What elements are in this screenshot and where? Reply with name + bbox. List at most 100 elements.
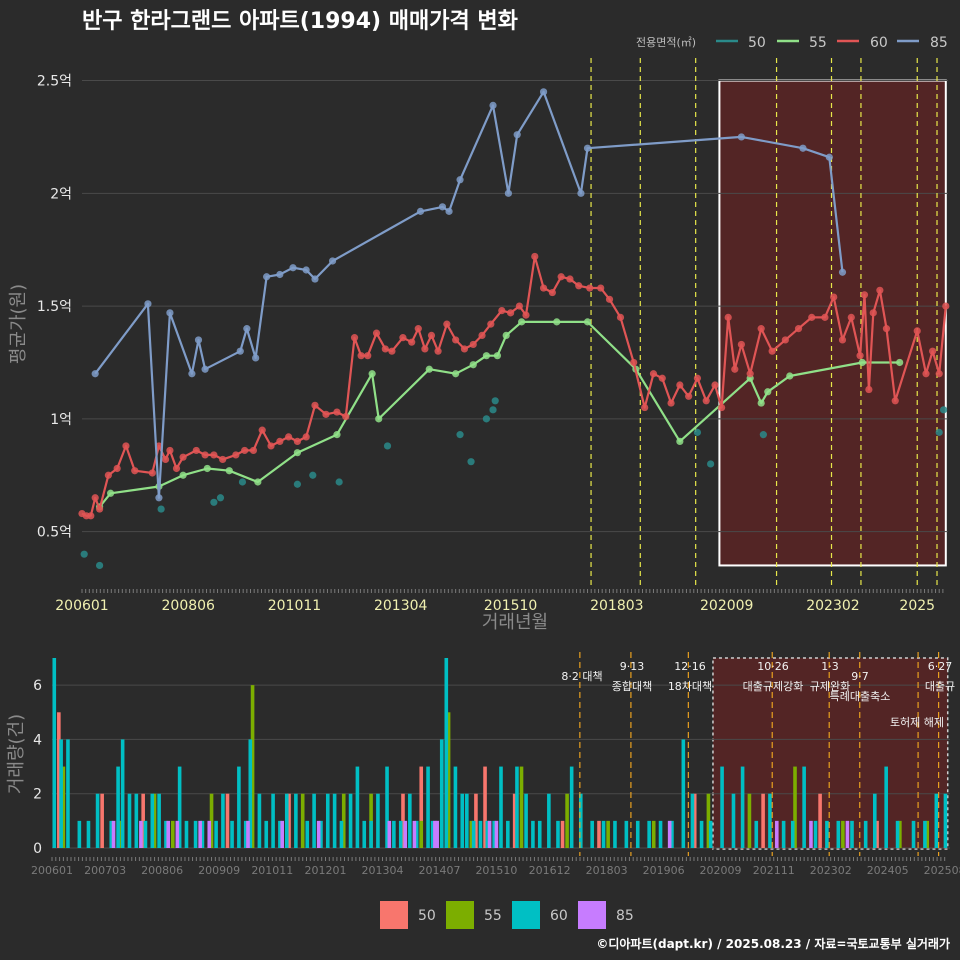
data-point-60 xyxy=(249,446,258,455)
data-point-60 xyxy=(460,345,469,353)
volume-bar-55 xyxy=(118,820,123,848)
data-point-55 xyxy=(858,358,866,367)
data-point-60 xyxy=(676,381,684,389)
data-point-85 xyxy=(513,131,521,139)
data-point-85 xyxy=(188,370,196,378)
volume-bar-55 xyxy=(300,793,305,848)
volume-bar-60 xyxy=(670,820,674,848)
data-point-60 xyxy=(276,437,284,446)
data-point-85 xyxy=(838,268,847,276)
data-point-60 xyxy=(311,401,319,409)
volume-bar-50 xyxy=(100,793,104,848)
volume-bar-60 xyxy=(460,793,465,848)
volume-bar-85 xyxy=(435,820,439,848)
data-point-60 xyxy=(148,469,156,477)
x-tick-label: 201510 xyxy=(484,598,537,614)
data-point-85 xyxy=(825,153,833,161)
volume-bar-60 xyxy=(193,820,198,848)
data-point-60 xyxy=(522,311,530,319)
policy-annotation-label: 대출규제강화 xyxy=(743,680,804,693)
data-point-60 xyxy=(302,433,310,441)
volume-bar-60 xyxy=(248,739,253,848)
data-point-55 xyxy=(375,415,383,423)
y-tick-label: 0.5억 xyxy=(37,525,72,541)
volume-bar-55 xyxy=(250,685,255,848)
data-point-60 xyxy=(408,338,416,346)
volume-bar-50 xyxy=(512,793,517,848)
policy-annotation-label: 종합대책 xyxy=(612,680,652,693)
volume-bar-60 xyxy=(613,820,617,848)
volume-bar-55 xyxy=(446,712,451,848)
volume-x-tick-label: 201906 xyxy=(643,864,685,877)
data-point-60 xyxy=(293,437,302,446)
volume-bar-55 xyxy=(706,793,711,848)
data-point-85 xyxy=(311,275,319,283)
volume-bar-60 xyxy=(465,793,469,848)
data-point-50 xyxy=(491,397,499,405)
data-point-85 xyxy=(302,266,310,274)
volume-x-tick-label: 201201 xyxy=(305,864,347,877)
data-point-60 xyxy=(399,334,407,342)
volume-y-axis-title: 거래량(건) xyxy=(6,714,27,794)
volume-x-tick-label: 201407 xyxy=(418,864,460,877)
volume-bar-60 xyxy=(414,820,419,848)
data-point-85 xyxy=(438,203,447,211)
bar-legend-swatch-85 xyxy=(578,901,606,929)
data-point-85 xyxy=(276,270,284,279)
data-point-85 xyxy=(539,88,548,96)
data-point-60 xyxy=(876,286,884,294)
volume-bar-60 xyxy=(221,793,225,848)
y-tick-label: 2.5억 xyxy=(37,74,72,90)
data-point-55 xyxy=(502,331,510,340)
data-point-60 xyxy=(285,433,293,441)
data-point-60 xyxy=(658,374,666,382)
policy-annotation-date: 9·13 xyxy=(620,660,645,673)
volume-bar-85 xyxy=(387,820,392,848)
data-point-60 xyxy=(702,397,710,405)
x-tick-label: 200601 xyxy=(55,598,108,614)
volume-bar-60 xyxy=(392,820,396,848)
volume-bar-60 xyxy=(348,793,353,848)
data-point-60 xyxy=(179,453,187,461)
volume-x-tick-label: 200703 xyxy=(84,864,126,877)
policy-annotation-label: 토허제 해제 xyxy=(890,715,944,729)
volume-bar-60 xyxy=(708,820,713,848)
volume-bar-50 xyxy=(225,793,230,848)
volume-bar-50 xyxy=(597,820,601,848)
data-point-60 xyxy=(241,446,249,455)
volume-bar-60 xyxy=(690,793,695,848)
volume-bar-85 xyxy=(139,820,143,848)
data-point-50 xyxy=(95,561,104,570)
volume-bar-60 xyxy=(243,820,248,848)
volume-bar-55 xyxy=(61,766,66,848)
volume-bar-60 xyxy=(515,766,519,848)
data-point-85 xyxy=(166,309,174,317)
data-point-50 xyxy=(693,428,702,436)
legend-label-55: 55 xyxy=(809,35,827,51)
volume-bar-60 xyxy=(439,739,444,848)
volume-bar-85 xyxy=(166,820,171,848)
data-point-60 xyxy=(605,295,614,303)
volume-bar-60 xyxy=(547,793,551,848)
y-tick-label: 1억 xyxy=(50,412,72,428)
data-point-60 xyxy=(478,331,486,340)
data-point-60 xyxy=(166,446,174,455)
x-tick-label: 2025 xyxy=(899,598,935,614)
volume-bar-60 xyxy=(923,820,927,848)
data-point-85 xyxy=(155,494,163,502)
data-point-60 xyxy=(219,455,227,464)
data-point-60 xyxy=(746,370,754,378)
data-point-85 xyxy=(144,300,152,308)
data-point-60 xyxy=(794,325,803,333)
policy-annotation-label: 특례대출축소 xyxy=(830,690,891,703)
data-point-85 xyxy=(328,257,337,265)
data-point-60 xyxy=(210,451,218,459)
volume-bar-85 xyxy=(403,820,408,848)
volume-bar-60 xyxy=(164,820,168,848)
data-point-85 xyxy=(201,365,209,373)
volume-bar-60 xyxy=(355,766,360,848)
data-point-60 xyxy=(856,352,864,360)
data-point-85 xyxy=(194,336,203,344)
volume-bar-60 xyxy=(453,766,458,848)
volume-bar-60 xyxy=(790,820,795,848)
